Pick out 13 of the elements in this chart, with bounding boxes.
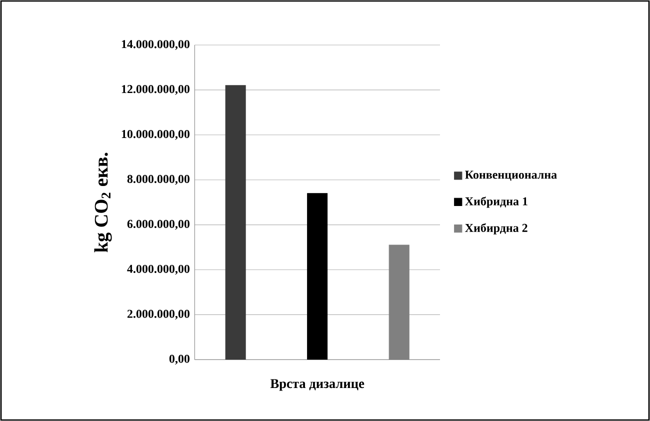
- y-tick-label: 0,00: [169, 354, 190, 365]
- legend-label: Хибридна 1: [465, 196, 528, 208]
- legend-label: Конвенционална: [465, 170, 557, 181]
- y-tick-label: 6.000.000,00: [127, 220, 190, 230]
- legend-label: Хибирдна 2: [465, 223, 528, 234]
- y-axis-title: kg CO$_{2}$ екв.: [94, 152, 112, 252]
- y-tick-label: 14.000.000,00: [122, 40, 190, 50]
- y-tick-label: 12.000.000,00: [122, 85, 190, 95]
- x-axis-title: Врста дизалице: [270, 379, 364, 391]
- y-tick-label: 4.000.000,00: [127, 264, 190, 275]
- y-tick-label: 2.000.000,00: [127, 310, 190, 320]
- y-tick-label: 8.000.000,00: [127, 174, 190, 185]
- y-tick-label: 10.000.000,00: [122, 130, 190, 140]
